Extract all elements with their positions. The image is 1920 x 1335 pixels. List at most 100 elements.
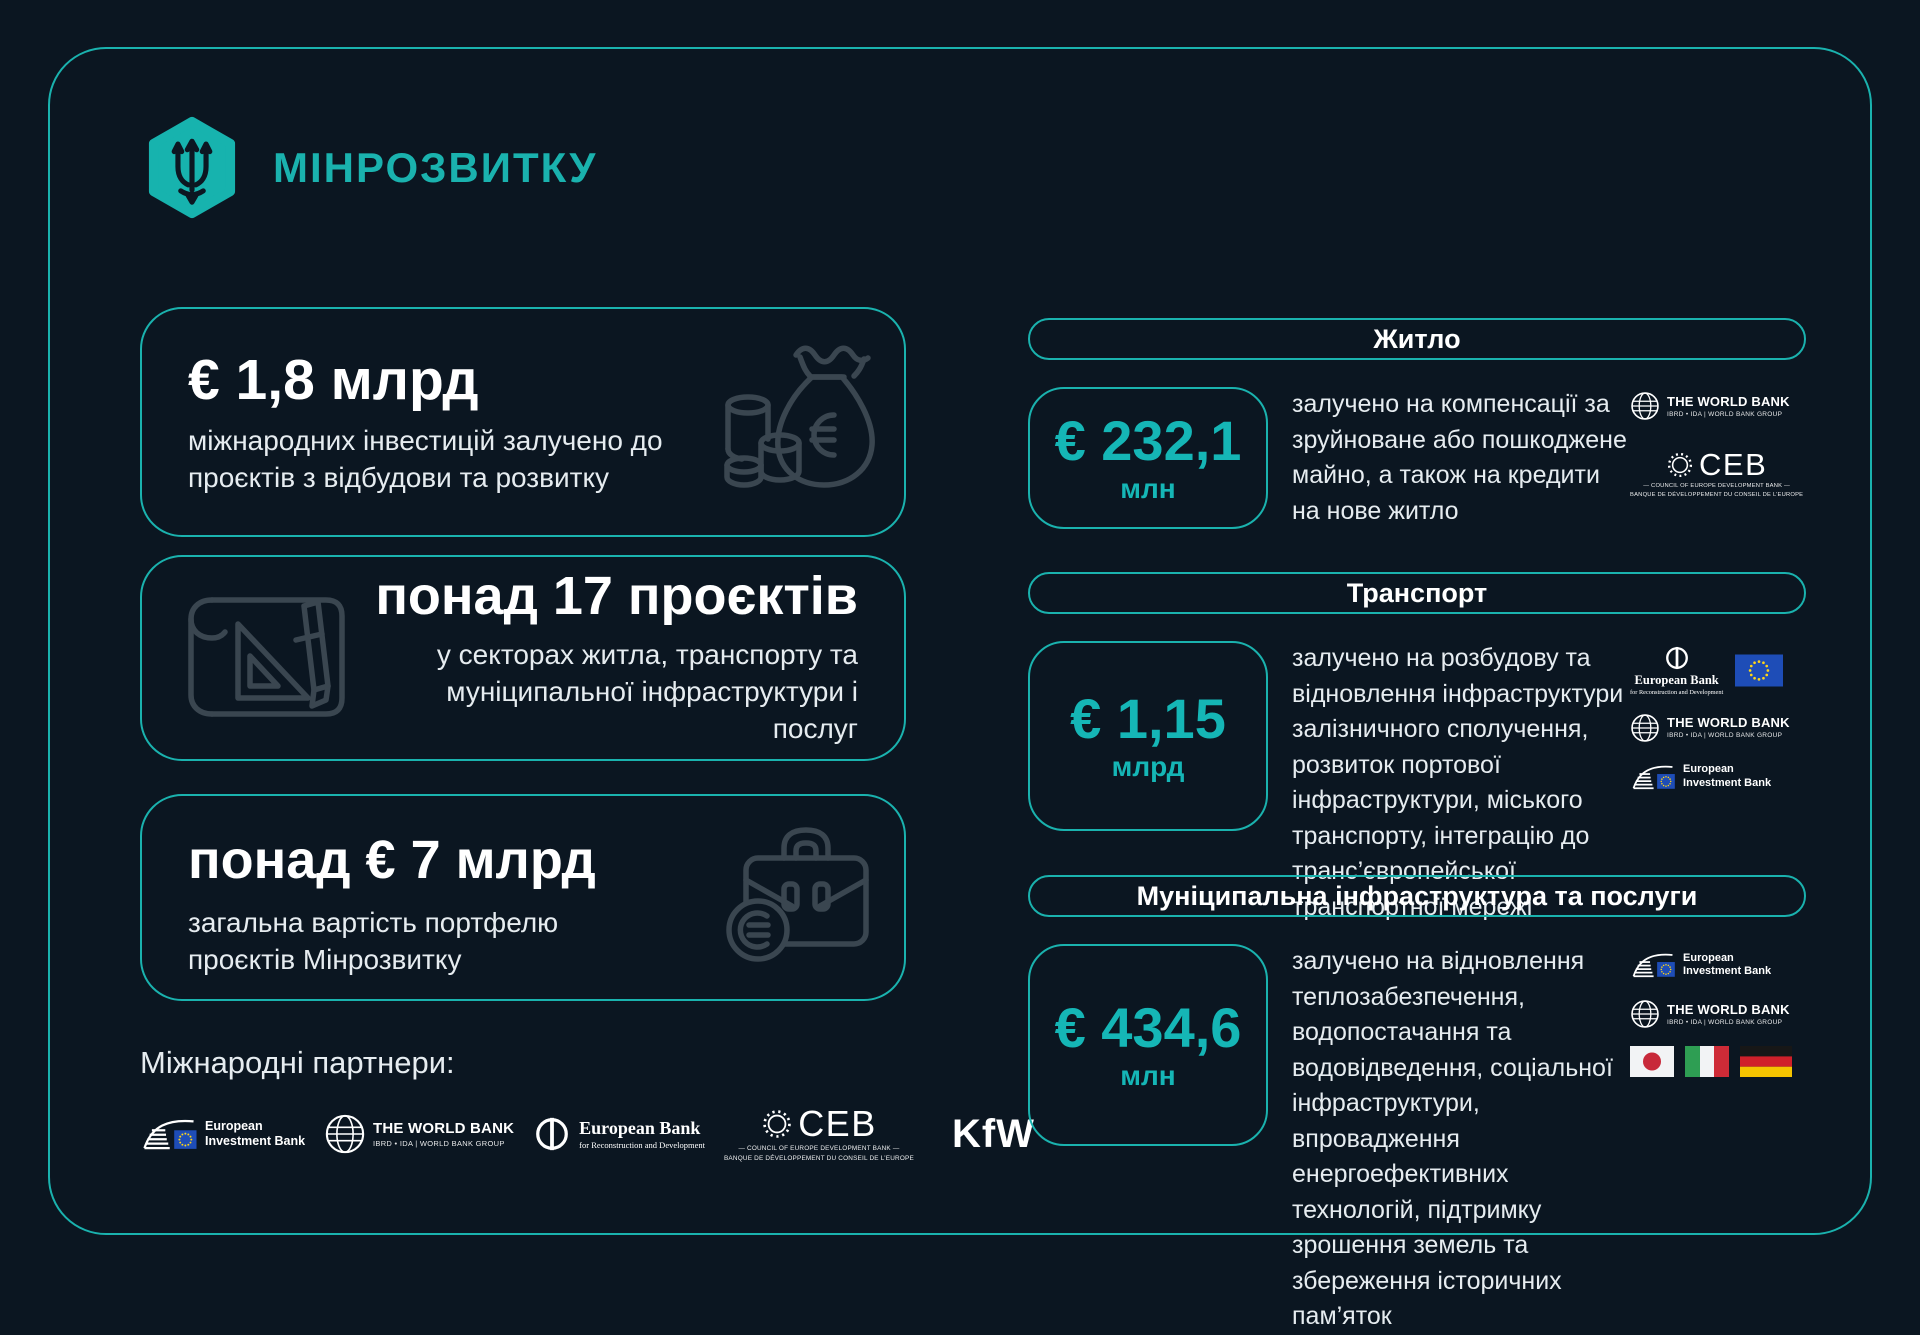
- donor-flags-row: [1630, 1046, 1793, 1077]
- section-municipal-funders: European Investment Bank THE WORLD BANK …: [1630, 944, 1806, 1335]
- section-title: Житло: [1373, 323, 1461, 354]
- stat-value: € 1,8 млрд: [188, 348, 479, 412]
- world-bank-subtitle: IBRD • IDA | WORLD BANK GROUP: [1667, 1018, 1783, 1026]
- eib-icon: [1632, 765, 1675, 789]
- ebrd-line1: European Bank: [1634, 673, 1719, 687]
- section-description: залучено на відновлення теплозабезпеченн…: [1292, 947, 1613, 1330]
- world-bank-subtitle: IBRD • IDA | WORLD BANK GROUP: [373, 1138, 505, 1148]
- section-unit: млн: [1120, 473, 1176, 504]
- blueprint-icon-wrap: [176, 580, 366, 737]
- section-transport-value-card: € 1,15 млрд: [1028, 641, 1268, 831]
- section-transport: Транспорт € 1,15 млрд залучено на розбуд…: [1028, 572, 1806, 925]
- partner-logo-ceb: CEB — COUNCIL OF EUROPE DEVELOPMENT BANK…: [723, 1103, 914, 1163]
- eib-line2: Investment Bank: [1683, 776, 1772, 789]
- funder-logo-eib: European Investment Bank: [1630, 760, 1771, 794]
- funder-logo-world-bank: THE WORLD BANK IBRD • IDA | WORLD BANK G…: [1630, 999, 1790, 1029]
- funder-logo-world-bank: THE WORLD BANK IBRD • IDA | WORLD BANK G…: [1630, 391, 1790, 421]
- world-bank-globe-icon: [325, 1114, 365, 1154]
- funder-logo-eib: European Investment Bank: [1630, 948, 1771, 982]
- section-housing-value-card: € 232,1 млн: [1028, 387, 1268, 529]
- section-municipal: Муніципальна інфраструктура та послуги €…: [1028, 875, 1806, 1335]
- japan-flag-icon: [1630, 1046, 1675, 1077]
- stat-description: у секторах житла, транспорту та муніципа…: [436, 638, 858, 744]
- world-bank-title: THE WORLD BANK: [1667, 715, 1790, 730]
- section-unit: млн: [1120, 1060, 1176, 1091]
- section-housing-header: Житло: [1028, 318, 1806, 360]
- stat-card-projects-text: понад 17 проєктів у секторах житла, тран…: [366, 568, 858, 748]
- ceb-caption-2: BANQUE DE DÉVELOPPEMENT DU CONSEIL DE L’…: [1630, 492, 1804, 498]
- ebrd-icon: [1665, 646, 1688, 670]
- world-bank-globe-icon: [1631, 713, 1659, 742]
- stat-card-investments: € 1,8 млрд міжнародних інвестицій залуче…: [140, 307, 906, 537]
- section-title: Транспорт: [1346, 577, 1488, 608]
- funder-logo-ceb: CEB — COUNCIL OF EUROPE DEVELOPMENT BANK…: [1630, 449, 1803, 498]
- eib-label: European Investment Bank: [205, 1119, 305, 1149]
- eib-line1: European: [205, 1119, 263, 1133]
- world-bank-title: THE WORLD BANK: [1667, 1001, 1790, 1017]
- eib-line1: European: [1683, 763, 1734, 776]
- section-description: залучено на компенсації за зруйноване аб…: [1292, 390, 1627, 525]
- section-housing: Житло € 232,1 млн залучено на компенсаці…: [1028, 318, 1806, 529]
- ebrd-line1: European Bank: [579, 1117, 701, 1138]
- infographic-page: { "brand": { "title": "МІНРОЗВИТКУ" }, "…: [48, 47, 1872, 1330]
- ceb-caption-1: — COUNCIL OF EUROPE DEVELOPMENT BANK —: [738, 1145, 900, 1152]
- brand-title: МІНРОЗВИТКУ: [273, 143, 598, 191]
- ceb-title: CEB: [1699, 447, 1768, 482]
- stat-value: понад 17 проєктів: [375, 566, 858, 627]
- world-bank-subtitle: IBRD • IDA | WORLD BANK GROUP: [1667, 732, 1783, 739]
- section-transport-funders: European Bank for Reconstruction and Dev…: [1630, 641, 1806, 925]
- eib-line1: European: [1683, 951, 1734, 964]
- world-bank-subtitle: IBRD • IDA | WORLD BANK GROUP: [1667, 410, 1783, 418]
- eib-line2: Investment Bank: [1683, 965, 1772, 977]
- briefcase-euro-icon: [726, 827, 869, 962]
- ebrd-line2: for Reconstruction and Development: [579, 1139, 705, 1150]
- section-title: Муніципальна інфраструктура та послуги: [1136, 880, 1698, 911]
- funder-logo-ebrd: European Bank for Reconstruction and Dev…: [1630, 645, 1723, 696]
- brand: МІНРОЗВИТКУ: [145, 116, 597, 219]
- germany-flag-icon: [1740, 1046, 1793, 1077]
- ceb-title: CEB: [798, 1103, 877, 1144]
- blueprint-set-square-pencil-icon: [188, 596, 345, 717]
- section-unit: млрд: [1111, 751, 1185, 782]
- ebrd-label: European Bank for Reconstruction and Dev…: [579, 1119, 705, 1150]
- stat-description: міжнародних інвестицій залучено до проєк…: [188, 424, 663, 493]
- stat-card-portfolio: понад € 7 млрд загальна вартість портфел…: [140, 794, 906, 1001]
- money-bag-euro-icon: [724, 345, 875, 488]
- funder-logo-world-bank: THE WORLD BANK IBRD • IDA | WORLD BANK G…: [1630, 713, 1790, 743]
- section-value: € 232,1: [1054, 409, 1242, 472]
- world-bank-globe-icon: [1631, 392, 1659, 420]
- section-municipal-value-card: € 434,6 млн: [1028, 944, 1268, 1146]
- ceb-caption-2: BANQUE DE DÉVELOPPEMENT DU CONSEIL DE L’…: [723, 1155, 914, 1162]
- world-bank-title: THE WORLD BANK: [1667, 393, 1790, 409]
- world-bank-label: THE WORLD BANK IBRD • IDA | WORLD BANK G…: [373, 1121, 514, 1148]
- eib-icon: [143, 1119, 197, 1150]
- stat-card-projects: понад 17 проєктів у секторах житла, тран…: [140, 555, 906, 761]
- stat-value: понад € 7 млрд: [188, 830, 596, 890]
- section-value: € 1,15: [1070, 687, 1226, 750]
- partners-logo-row: European Investment Bank THE WORLD BANK …: [140, 1105, 1034, 1163]
- partners-label: Міжнародні партнери:: [140, 1045, 455, 1080]
- partner-logo-kfw: KfW: [951, 1112, 1035, 1156]
- section-housing-funders: THE WORLD BANK IBRD • IDA | WORLD BANK G…: [1630, 387, 1806, 529]
- left-column: € 1,8 млрд міжнародних інвестицій залуче…: [140, 307, 1034, 1163]
- right-column: Житло € 232,1 млн залучено на компенсаці…: [1028, 318, 1806, 1330]
- ceb-icon: [763, 1110, 791, 1138]
- eib-label: European Investment Bank: [1683, 952, 1771, 978]
- world-bank-globe-icon: [1631, 1000, 1659, 1028]
- ebrd-icon: [536, 1117, 569, 1151]
- partner-logo-ebrd: European Bank for Reconstruction and Dev…: [533, 1115, 705, 1153]
- partner-logo-world-bank: THE WORLD BANK IBRD • IDA | WORLD BANK G…: [324, 1113, 514, 1155]
- section-description: залучено на розбудову та відновлення інф…: [1292, 644, 1624, 921]
- ebrd-line2: for Reconstruction and Development: [1630, 688, 1724, 696]
- ceb-caption-1: — COUNCIL OF EUROPE DEVELOPMENT BANK —: [1643, 483, 1791, 489]
- world-bank-title: THE WORLD BANK: [373, 1119, 515, 1137]
- section-municipal-header: Муніципальна інфраструктура та послуги: [1028, 875, 1806, 917]
- ceb-icon: [1667, 452, 1693, 477]
- section-value: € 434,6: [1054, 996, 1242, 1059]
- eib-icon: [1632, 953, 1675, 978]
- partner-logo-eib: European Investment Bank: [140, 1112, 305, 1156]
- section-transport-header: Транспорт: [1028, 572, 1806, 614]
- eu-flag-icon: [1735, 654, 1784, 687]
- eib-label: European Investment Bank: [1683, 763, 1771, 789]
- eib-line2: Investment Bank: [205, 1134, 306, 1148]
